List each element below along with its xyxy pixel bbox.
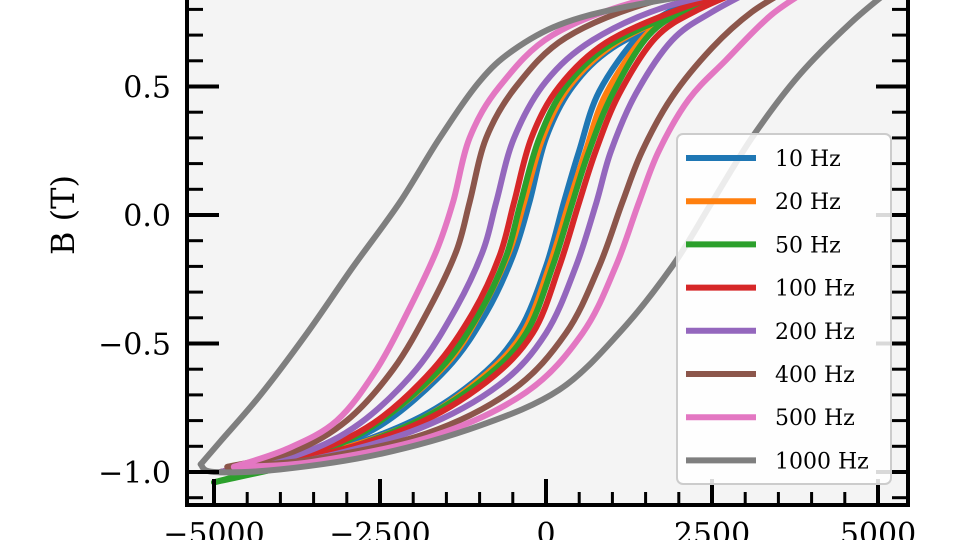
legend-box xyxy=(676,133,892,485)
series-500-hz-lower-branch xyxy=(230,0,798,470)
y-tick-label: 0.5 xyxy=(123,71,171,106)
legend-label-50-hz: 50 Hz xyxy=(775,233,841,258)
x-tick-label: 0 xyxy=(536,517,555,540)
x-tick-label: 5000 xyxy=(840,517,916,540)
legend-label-500-hz: 500 Hz xyxy=(775,406,855,431)
y-axis-label: B (T) xyxy=(44,175,82,255)
legend-label-10-hz: 10 Hz xyxy=(775,147,841,172)
axis-ticks xyxy=(187,7,908,505)
x-tick-label: −5000 xyxy=(163,517,264,540)
axis-tick-labels: 0.5 0.0 −0.5 −1.0 −5000 −2500 0 2500 5000 xyxy=(98,71,916,540)
y-tick-label: −0.5 xyxy=(98,328,171,363)
y-tick-label: 0.0 xyxy=(123,199,171,234)
series-400-hz-lower-branch xyxy=(224,0,777,470)
series-curves xyxy=(197,0,883,486)
legend-label-400-hz: 400 Hz xyxy=(775,363,855,388)
series-1000-hz-upper-branch xyxy=(197,0,681,468)
series-200-hz-upper-branch xyxy=(217,0,703,475)
legend-label-100-hz: 100 Hz xyxy=(775,277,855,302)
legend-label-20-hz: 20 Hz xyxy=(775,190,841,215)
series-400-hz-upper-branch xyxy=(224,0,672,470)
legend-label-200-hz: 200 Hz xyxy=(775,320,855,345)
y-tick-label: −1.0 xyxy=(98,456,171,491)
series-1000-hz-lower-branch xyxy=(197,0,883,476)
series-200-hz-lower-branch xyxy=(217,0,740,475)
x-tick-label: 2500 xyxy=(674,517,750,540)
series-100-hz-upper-branch xyxy=(217,0,716,475)
legend: 10 Hz 20 Hz 50 Hz 100 Hz 200 Hz 400 Hz 500 Hz 1… xyxy=(676,133,892,485)
legend-label-1000-hz: 1000 Hz xyxy=(775,449,869,474)
x-tick-label: −2500 xyxy=(329,517,430,540)
series-100-hz-lower-branch xyxy=(217,0,727,475)
